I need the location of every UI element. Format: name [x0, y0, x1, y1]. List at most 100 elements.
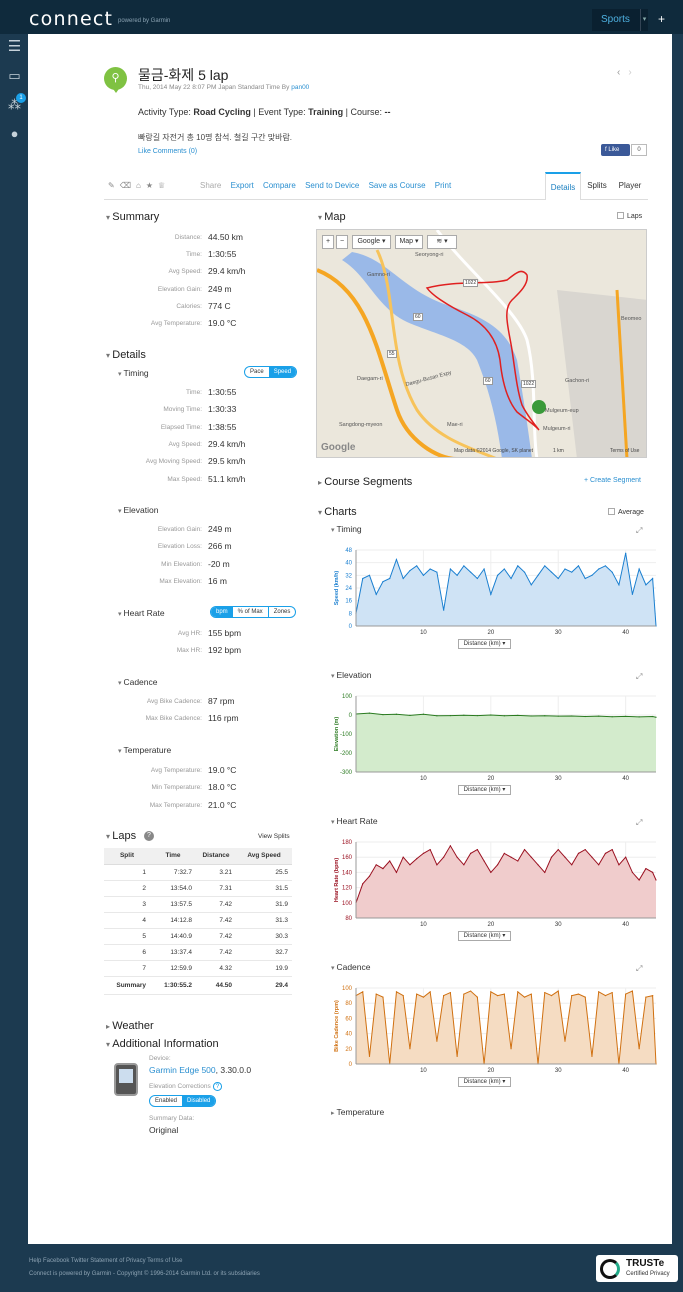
- chart-svg[interactable]: 0 20 40 60 80 100 10 20 30 40 Bike Cadence (rpm): [320, 978, 680, 1098]
- tab-details[interactable]: Details: [545, 172, 581, 200]
- chevron-down-icon[interactable]: ▾: [640, 9, 648, 31]
- expand-icon[interactable]: ⤢: [636, 964, 643, 973]
- chart-svg[interactable]: 80 100 120 140 160 180 10 20 30 40 Heart Rate (bpm…: [320, 832, 680, 952]
- laps-column-header[interactable]: Avg Speed: [236, 848, 292, 865]
- google-map-provider[interactable]: Google ▾: [352, 235, 391, 249]
- delete-icon[interactable]: ⌫: [119, 181, 137, 190]
- chart-title[interactable]: Elevation: [331, 670, 371, 680]
- table-row[interactable]: 2 13:54.0 7.31 31.5: [104, 880, 292, 897]
- inbox-icon[interactable]: ▭: [8, 68, 21, 83]
- table-row[interactable]: 5 14:40.9 7.42 30.3: [104, 928, 292, 945]
- speed-option[interactable]: Speed: [268, 367, 297, 377]
- like-comments-link[interactable]: Like Comments (0): [138, 148, 198, 155]
- laps-checkbox[interactable]: Laps: [617, 212, 642, 220]
- help-icon[interactable]: ?: [144, 831, 154, 841]
- building-icon[interactable]: ⌂: [136, 181, 146, 190]
- print-link[interactable]: Print: [434, 181, 452, 190]
- laps-column-header[interactable]: Distance: [196, 848, 236, 865]
- activity-type[interactable]: Road Cycling: [193, 107, 251, 117]
- chart-title[interactable]: Cadence: [331, 962, 370, 972]
- disabled-option[interactable]: Disabled: [182, 1096, 216, 1106]
- table-row[interactable]: 1 7:32.7 3.21 25.5: [104, 864, 292, 881]
- laps-column-header[interactable]: Split: [104, 848, 150, 865]
- average-checkbox[interactable]: Average: [608, 508, 644, 516]
- connect-logo[interactable]: connect: [29, 8, 114, 30]
- heart-rate-header[interactable]: Heart Rate: [118, 608, 164, 618]
- temperature-header[interactable]: Temperature: [118, 745, 171, 755]
- footer-links[interactable]: Help Facebook Twitter Statement of Priva…: [29, 1258, 183, 1264]
- summary-header[interactable]: Summary: [106, 211, 159, 223]
- edit-icon[interactable]: ✎: [108, 181, 120, 190]
- course-segments-header[interactable]: Course Segments: [318, 476, 412, 488]
- zoom-out-button[interactable]: −: [336, 235, 348, 249]
- share-link[interactable]: Share: [200, 181, 222, 190]
- previous-icon[interactable]: ‹: [617, 67, 629, 78]
- cadence-header[interactable]: Cadence: [118, 677, 157, 687]
- chart-svg[interactable]: -300 -200 -100 0 100 10 20 30 40 Elevation (m): [320, 686, 680, 806]
- star-icon[interactable]: ★: [145, 181, 159, 190]
- chart-title[interactable]: Heart Rate: [331, 816, 377, 826]
- laps-column-header[interactable]: Time: [150, 848, 196, 865]
- send-to-device-link[interactable]: Send to Device: [305, 181, 360, 190]
- route-track[interactable]: [425, 270, 540, 431]
- create-segment-link[interactable]: + Create Segment: [584, 477, 642, 484]
- map-canvas[interactable]: [317, 230, 647, 458]
- activity-note[interactable]: 빠랑길 자전거 총 10명 참석. 철길 구간 맞바람.: [138, 133, 293, 142]
- menu-icon[interactable]: ☰: [7, 38, 22, 55]
- pace-option[interactable]: Pace: [250, 369, 264, 375]
- trophy-icon[interactable]: ♕: [158, 181, 171, 190]
- map-view[interactable]: + − Google ▾ Map ▾ ≋ ▾ Seoryong-ri Gamno-…: [316, 229, 647, 458]
- distance-select[interactable]: Distance (km) ▾: [458, 639, 511, 649]
- sports-menu-button[interactable]: Sports: [592, 9, 642, 31]
- activity-user-link[interactable]: pan00: [291, 84, 310, 91]
- help-icon[interactable]: ?: [212, 1082, 223, 1091]
- truste-badge[interactable]: TRUSTe Certified Privacy: [596, 1255, 678, 1282]
- distance-select[interactable]: Distance (km) ▾: [458, 931, 511, 941]
- charts-header[interactable]: Charts: [318, 506, 356, 518]
- activity-title[interactable]: 물금-화제 5 lap: [138, 67, 229, 83]
- map-header[interactable]: Map: [318, 211, 345, 223]
- event-type[interactable]: Training: [308, 107, 344, 117]
- additional-info-header[interactable]: Additional Information: [106, 1038, 218, 1050]
- user-icon[interactable]: ●: [10, 126, 19, 141]
- terms-of-use-link[interactable]: Terms of Use: [610, 448, 640, 454]
- enabled-option[interactable]: Enabled: [155, 1098, 178, 1104]
- elevation-header[interactable]: Elevation: [118, 505, 158, 515]
- table-row[interactable]: 6 13:37.4 7.42 32.7: [104, 944, 292, 961]
- add-icon[interactable]: +: [658, 12, 666, 26]
- map-type-select[interactable]: Map ▾: [395, 235, 423, 249]
- expand-icon[interactable]: ⤢: [636, 526, 643, 535]
- details-header[interactable]: Details: [106, 349, 146, 361]
- table-row[interactable]: Summary 1:30:55.2 44.50 29.4: [104, 976, 292, 995]
- tab-splits[interactable]: Splits: [587, 181, 607, 190]
- tab-player[interactable]: Player: [618, 181, 642, 190]
- expand-icon[interactable]: ⤢: [636, 818, 643, 827]
- zones-option[interactable]: Zones: [273, 609, 291, 615]
- checkbox-icon[interactable]: [608, 508, 615, 515]
- start-marker[interactable]: [532, 400, 546, 414]
- checkbox-icon[interactable]: [617, 212, 624, 219]
- weather-header[interactable]: Weather: [106, 1020, 153, 1032]
- table-row[interactable]: 3 13:57.5 7.42 31.9: [104, 896, 292, 913]
- distance-select[interactable]: Distance (km) ▾: [458, 1077, 511, 1087]
- bpm-option[interactable]: bpm: [211, 607, 233, 617]
- export-link[interactable]: Export: [230, 181, 254, 190]
- expand-icon[interactable]: ⤢: [636, 672, 643, 681]
- chart-title[interactable]: Timing: [331, 524, 361, 534]
- table-row[interactable]: 4 14:12.8 7.42 31.3: [104, 912, 292, 929]
- laps-header[interactable]: Laps: [106, 830, 136, 842]
- chart-svg[interactable]: 0 8 16 24 32 40 48 10 20 30 40 Speed (km/h): [320, 540, 680, 660]
- save-as-course-link[interactable]: Save as Course: [368, 181, 426, 190]
- zoom-in-button[interactable]: +: [322, 235, 334, 249]
- next-icon[interactable]: ›: [628, 67, 640, 78]
- distance-select[interactable]: Distance (km) ▾: [458, 785, 511, 795]
- table-row[interactable]: 7 12:59.9 4.32 19.9: [104, 960, 292, 977]
- timing-header[interactable]: Timing: [118, 368, 148, 378]
- view-splits-link[interactable]: View Splits: [258, 833, 290, 840]
- layers-button[interactable]: ≋ ▾: [427, 235, 457, 249]
- device-link[interactable]: Garmin Edge 500: [149, 1065, 216, 1075]
- temperature-chart-header[interactable]: Temperature: [331, 1107, 384, 1117]
- percent-max-option[interactable]: % of Max: [233, 607, 269, 617]
- compare-link[interactable]: Compare: [262, 181, 296, 190]
- facebook-like-button[interactable]: f Like: [601, 144, 630, 156]
